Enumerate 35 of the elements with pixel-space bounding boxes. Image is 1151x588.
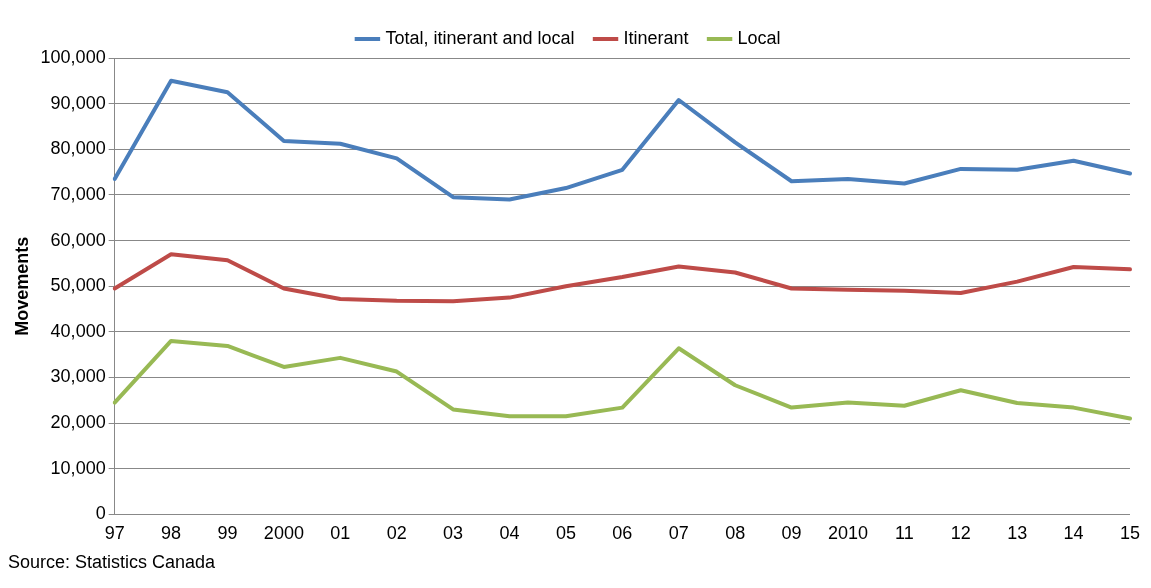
x-tick-label: 99 [217, 523, 238, 544]
y-tick-label: 20,000 [50, 412, 106, 433]
y-tick-label: 10,000 [50, 457, 106, 478]
x-tick-label: 97 [104, 523, 125, 544]
x-tick-label: 14 [1063, 523, 1084, 544]
x-tick-label: 11 [895, 523, 914, 544]
x-tick-label: 2010 [827, 523, 868, 544]
y-tick-label: 90,000 [50, 92, 106, 113]
x-tick-label: 04 [499, 523, 520, 544]
legend-label: Local [737, 27, 781, 48]
x-tick-label: 03 [443, 523, 464, 544]
x-tick-label: 2000 [263, 523, 304, 544]
y-tick-label: 50,000 [50, 275, 106, 296]
y-axis-title: Movements [11, 236, 32, 336]
x-tick-label: 13 [1007, 523, 1028, 544]
y-tick-label: 30,000 [50, 366, 106, 387]
x-tick-label: 08 [725, 523, 746, 544]
x-tick-label: 09 [781, 523, 802, 544]
x-tick-label: 15 [1119, 523, 1140, 544]
source-note: Source: Statistics Canada [8, 552, 217, 573]
x-tick-label: 05 [555, 523, 576, 544]
x-tick-label: 01 [330, 523, 351, 544]
x-tick-label: 12 [950, 523, 971, 544]
y-tick-label: 40,000 [50, 320, 106, 341]
legend-label: Itinerant [623, 27, 689, 48]
x-tick-label: 07 [668, 523, 689, 544]
y-tick-label: 100,000 [40, 46, 106, 67]
x-tick-label: 02 [386, 523, 407, 544]
legend-label: Total, itinerant and local [385, 27, 575, 48]
y-tick-label: 0 [95, 503, 106, 524]
y-tick-label: 80,000 [50, 138, 106, 159]
x-tick-label: 98 [161, 523, 182, 544]
x-tick-label: 06 [612, 523, 633, 544]
y-tick-label: 60,000 [50, 229, 106, 250]
y-tick-label: 70,000 [50, 183, 106, 204]
